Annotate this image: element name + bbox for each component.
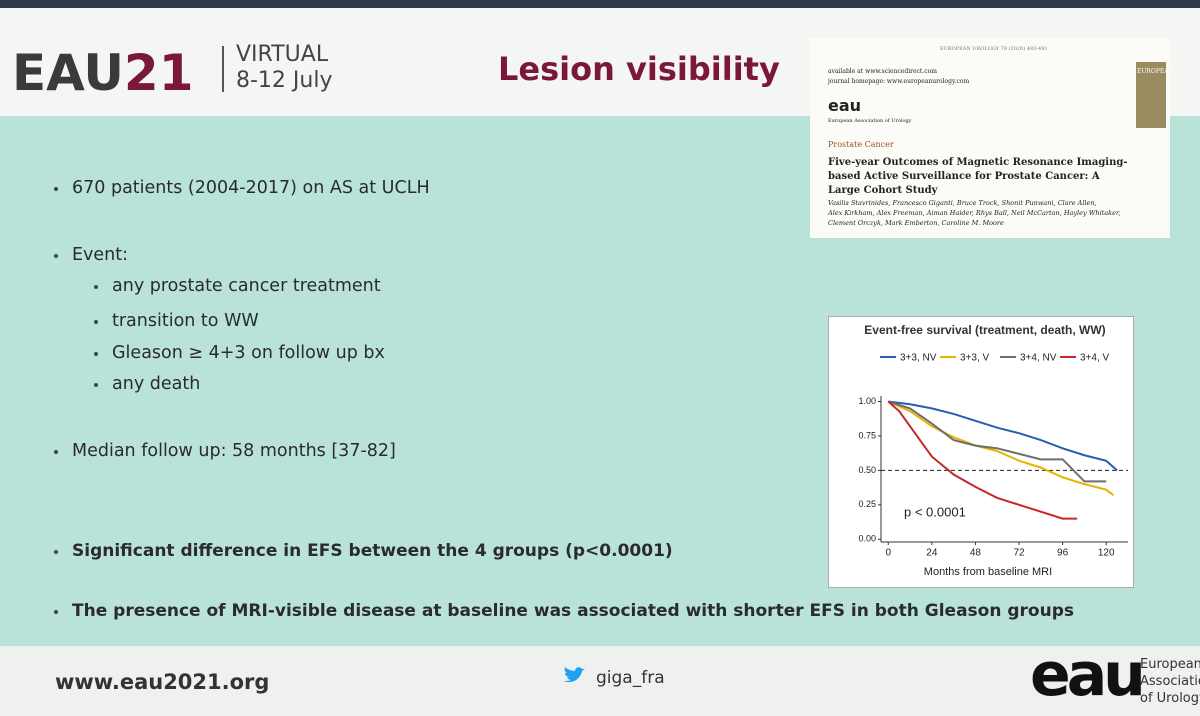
bullet: any death [112,374,201,394]
key-finding: The presence of MRI-visible disease at b… [72,601,1074,621]
bullet: transition to WW [112,311,259,331]
slide-title: Lesion visibility [498,50,780,88]
author-line: Clement Orczyk, Mark Emberton, Caroline … [828,219,1004,227]
footer-org: European Association of Urology [1140,656,1200,707]
footer-band [0,646,1200,716]
x-tick-label: 72 [1013,548,1025,559]
org-line: European [1140,657,1200,672]
cover-text: EUROPEAN [1137,68,1174,75]
bullet-dot [94,320,98,324]
footer-logo: eau [1030,640,1146,710]
availability: available at www.sciencedirect.com [828,68,937,75]
y-tick-label: 1.00 [858,396,876,406]
legend-label: 3+4, V [1080,353,1110,364]
twitter-handle: giga_fra [596,668,665,688]
org-line: Association [1140,674,1200,689]
bullet-dot [94,383,98,387]
survival-curve [887,400,1115,496]
x-tick-label: 120 [1098,548,1115,559]
homepage: journal homepage: www.europeanurology.co… [828,78,970,85]
survival-curve [887,400,1078,520]
bullet: any prostate cancer treatment [112,276,381,296]
survival-curve [887,400,1107,483]
bullet-dot [54,610,58,614]
dates: 8-12 July [236,68,333,93]
bullet: Median follow up: 58 months [37-82] [72,441,396,461]
bullet-dot [54,254,58,258]
author-line: Alex Kirkham, Alex Freeman, Aiman Haider… [828,209,1121,217]
bullet-dot [54,550,58,554]
y-tick-label: 0.50 [858,465,876,475]
article-card: EUROPEAN UROLOGY 79 (2020) 483-491 avail… [810,38,1174,238]
key-finding: Significant difference in EFS between th… [72,541,673,561]
x-tick-label: 48 [970,548,982,559]
bullet-dot [54,450,58,454]
x-tick-label: 96 [1057,548,1069,559]
legend-label: 3+3, NV [900,353,937,364]
y-tick-label: 0.25 [858,499,876,509]
x-tick-label: 0 [885,548,891,559]
publisher: European Association of Urology [828,118,912,124]
chart-frame [828,316,1134,588]
bullet: 670 patients (2004-2017) on AS at UCLH [72,178,430,198]
twitter-icon [564,667,585,683]
cover: EUROPEAN [1136,62,1174,128]
y-tick-label: 0.00 [858,534,876,544]
logo-text: EAU [12,44,124,102]
event: VIRTUAL [236,42,329,67]
legend-label: 3+3, V [960,353,990,364]
bullet: Event: [72,245,129,265]
chart: Event-free survival (treatment, death, W… [858,323,1128,578]
bullet-dot [94,285,98,289]
x-axis-label: Months from baseline MRI [924,566,1052,578]
journal-ref: EUROPEAN UROLOGY 79 (2020) 483-491 [940,46,1048,52]
logo: EAU21 [12,44,194,102]
publisher-logo: eau [828,96,862,115]
footer-url: www.eau2021.org [55,670,270,694]
author-line: Vasilis Stavrinides, Francesco Giganti, … [828,199,1097,207]
bullet-dot [54,187,58,191]
legend-label: 3+4, NV [1020,353,1057,364]
bullet-dot [94,352,98,356]
x-tick-label: 24 [926,548,938,559]
y-tick-label: 0.75 [858,430,876,440]
article-title: Five-year Outcomes of Magnetic Resonance… [828,157,1128,196]
chart-title: Event-free survival (treatment, death, W… [864,323,1105,337]
org-line: of Urology [1140,691,1200,706]
logo-number: 21 [123,44,194,102]
section: Prostate Cancer [828,140,894,149]
bullet: Gleason ≥ 4+3 on follow up bx [112,343,385,363]
survival-curve [888,400,1118,472]
annotation: p < 0.0001 [904,504,966,519]
divider [222,46,224,92]
authors: Vasilis Stavrinides, Francesco Giganti, … [828,198,1120,228]
